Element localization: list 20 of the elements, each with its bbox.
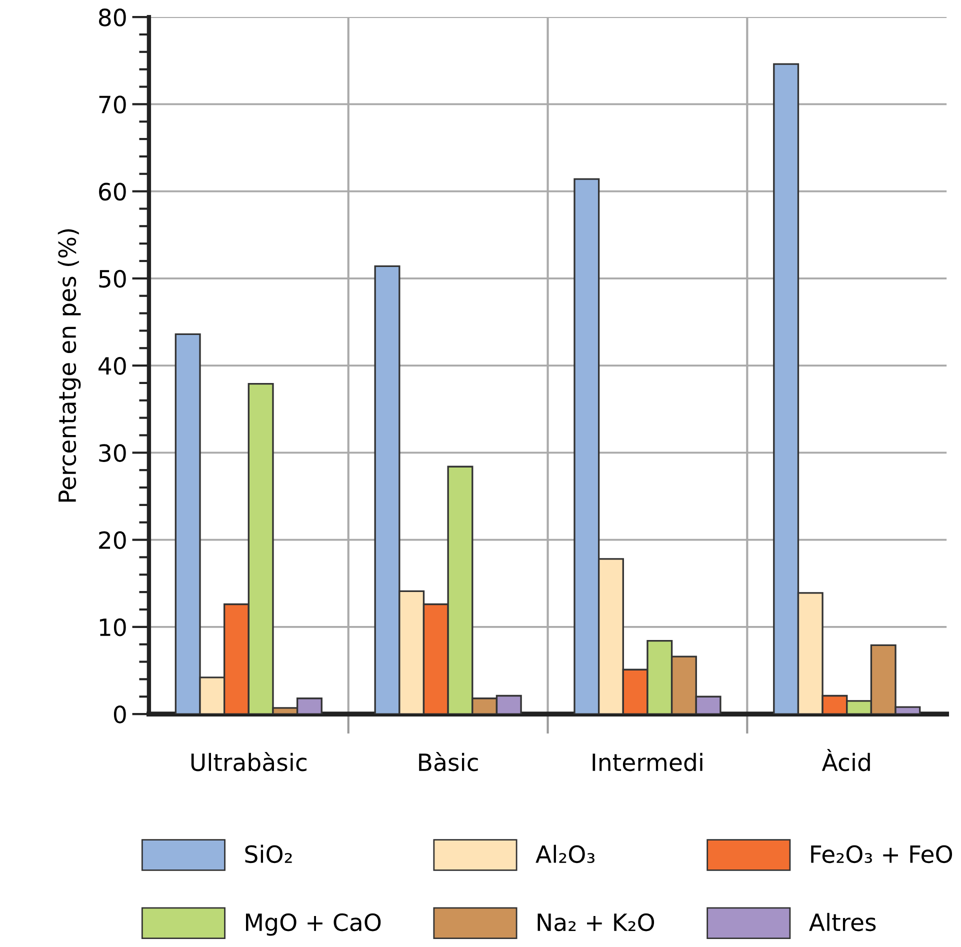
legend-label: Al₂O₃ (536, 844, 594, 864)
y-tick-label: 10 (100, 618, 126, 636)
legend-label: MgO + CaO (246, 913, 381, 936)
y-tick-label: 80 (98, 8, 126, 26)
y-tick-label: 30 (99, 444, 126, 462)
x-tick-label: Bàsic (419, 752, 478, 772)
y-tick-label: 50 (99, 270, 126, 288)
legend-label: SiO₂ (245, 844, 292, 864)
x-tick-label: Intermedi (592, 752, 702, 772)
y-tick-label: 0 (114, 705, 126, 724)
y-tick-label: 40 (98, 356, 126, 375)
y-tick-label: 60 (99, 182, 126, 201)
x-tick-label: Ultrabàsic (191, 752, 306, 772)
y-tick-label: 70 (99, 96, 126, 114)
y-axis-title: Percentatge en pes (%) (58, 229, 81, 502)
legend-label: Na₂ + K₂O (538, 913, 654, 932)
x-tick-label: Àcid (822, 749, 870, 772)
legend-label: Fe₂O₃ + FeO (811, 845, 952, 864)
legend-label: Altres (809, 912, 876, 932)
y-tick-label: 20 (99, 531, 126, 550)
